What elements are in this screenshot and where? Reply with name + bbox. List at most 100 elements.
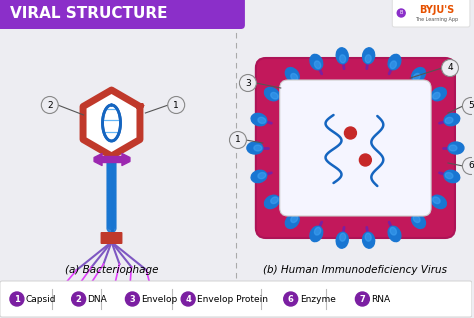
Ellipse shape	[251, 170, 267, 183]
Circle shape	[107, 176, 116, 185]
Text: (a) Bacteriophage: (a) Bacteriophage	[65, 265, 158, 275]
Text: 6: 6	[288, 294, 294, 303]
Circle shape	[107, 205, 116, 214]
Text: Envelop: Envelop	[141, 294, 178, 303]
Circle shape	[107, 224, 116, 232]
Ellipse shape	[390, 227, 396, 235]
Ellipse shape	[247, 142, 263, 154]
Circle shape	[181, 292, 195, 306]
Text: 2: 2	[76, 294, 82, 303]
Circle shape	[107, 164, 116, 173]
Circle shape	[107, 183, 116, 192]
Circle shape	[107, 170, 116, 179]
Text: Capsid: Capsid	[26, 294, 56, 303]
Circle shape	[41, 96, 58, 114]
Ellipse shape	[444, 170, 460, 183]
Text: DNA: DNA	[88, 294, 107, 303]
Circle shape	[345, 127, 356, 139]
Circle shape	[107, 202, 116, 211]
FancyBboxPatch shape	[392, 0, 470, 27]
Circle shape	[107, 211, 116, 220]
Circle shape	[107, 214, 116, 223]
Ellipse shape	[390, 61, 396, 69]
Circle shape	[229, 132, 246, 149]
Circle shape	[107, 189, 116, 198]
Circle shape	[397, 9, 405, 17]
Circle shape	[107, 179, 116, 189]
Ellipse shape	[445, 173, 453, 179]
Ellipse shape	[264, 195, 279, 209]
Ellipse shape	[433, 93, 440, 99]
Ellipse shape	[310, 226, 323, 242]
Circle shape	[107, 198, 116, 207]
Ellipse shape	[254, 145, 262, 151]
Text: The Learning App: The Learning App	[416, 17, 459, 22]
Text: 1: 1	[173, 100, 179, 109]
Ellipse shape	[251, 113, 267, 126]
Text: RNA: RNA	[371, 294, 391, 303]
Ellipse shape	[314, 61, 321, 69]
Text: 7: 7	[359, 294, 365, 303]
FancyBboxPatch shape	[0, 0, 245, 29]
Ellipse shape	[388, 54, 401, 70]
Ellipse shape	[285, 214, 299, 228]
Ellipse shape	[388, 226, 401, 242]
Ellipse shape	[314, 227, 321, 235]
Circle shape	[356, 292, 369, 306]
Ellipse shape	[363, 232, 374, 248]
Text: VIRAL STRUCTURE: VIRAL STRUCTURE	[10, 5, 167, 20]
Text: 1: 1	[14, 294, 20, 303]
Text: B: B	[400, 10, 403, 16]
Ellipse shape	[444, 113, 460, 126]
Text: 3: 3	[129, 294, 135, 303]
Ellipse shape	[365, 233, 371, 241]
Ellipse shape	[271, 93, 278, 99]
Circle shape	[107, 195, 116, 204]
Circle shape	[359, 154, 371, 166]
Circle shape	[107, 157, 116, 167]
Circle shape	[239, 74, 256, 92]
Ellipse shape	[445, 117, 453, 123]
FancyBboxPatch shape	[100, 232, 122, 244]
Circle shape	[107, 186, 116, 195]
Ellipse shape	[448, 142, 464, 154]
Text: 1: 1	[235, 135, 241, 144]
Circle shape	[463, 98, 474, 114]
Ellipse shape	[258, 173, 266, 179]
Ellipse shape	[291, 73, 298, 81]
Polygon shape	[83, 90, 140, 156]
Ellipse shape	[340, 233, 346, 241]
Ellipse shape	[291, 215, 298, 223]
Ellipse shape	[413, 73, 420, 81]
Circle shape	[10, 292, 24, 306]
Text: 4: 4	[447, 64, 453, 73]
Text: BYJU'S: BYJU'S	[419, 5, 455, 15]
Circle shape	[168, 96, 185, 114]
Ellipse shape	[336, 48, 348, 64]
Ellipse shape	[412, 68, 426, 82]
Ellipse shape	[363, 48, 374, 64]
Circle shape	[463, 157, 474, 175]
Text: 2: 2	[47, 100, 53, 109]
Circle shape	[107, 192, 116, 201]
Text: (b) Human Immunodeficiency Virus: (b) Human Immunodeficiency Virus	[264, 265, 447, 275]
Ellipse shape	[449, 145, 457, 151]
Circle shape	[72, 292, 86, 306]
Ellipse shape	[431, 87, 447, 101]
Ellipse shape	[365, 55, 371, 63]
FancyBboxPatch shape	[280, 80, 431, 216]
Text: Envelop Protein: Envelop Protein	[197, 294, 268, 303]
Ellipse shape	[264, 87, 279, 101]
Text: 6: 6	[468, 162, 474, 170]
Ellipse shape	[271, 197, 278, 204]
Ellipse shape	[340, 55, 346, 63]
Circle shape	[442, 59, 458, 77]
Ellipse shape	[412, 214, 426, 228]
Circle shape	[107, 173, 116, 182]
Text: 4: 4	[185, 294, 191, 303]
Circle shape	[107, 217, 116, 226]
Ellipse shape	[413, 215, 420, 223]
Ellipse shape	[433, 197, 440, 204]
FancyBboxPatch shape	[256, 58, 455, 238]
Ellipse shape	[285, 68, 299, 82]
